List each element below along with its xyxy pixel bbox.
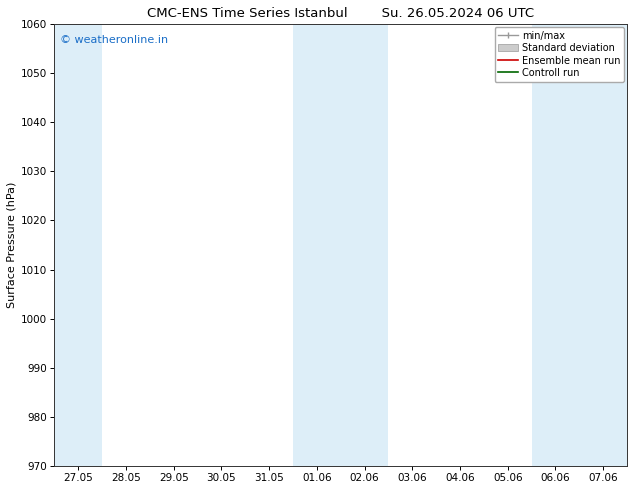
Bar [293, 24, 389, 466]
Text: © weatheronline.in: © weatheronline.in [60, 35, 168, 45]
Y-axis label: Surface Pressure (hPa): Surface Pressure (hPa) [7, 182, 17, 308]
Bar [55, 24, 102, 466]
Title: CMC-ENS Time Series Istanbul        Su. 26.05.2024 06 UTC: CMC-ENS Time Series Istanbul Su. 26.05.2… [147, 7, 534, 20]
Bar [531, 24, 627, 466]
Legend: min/max, Standard deviation, Ensemble mean run, Controll run: min/max, Standard deviation, Ensemble me… [495, 27, 624, 82]
